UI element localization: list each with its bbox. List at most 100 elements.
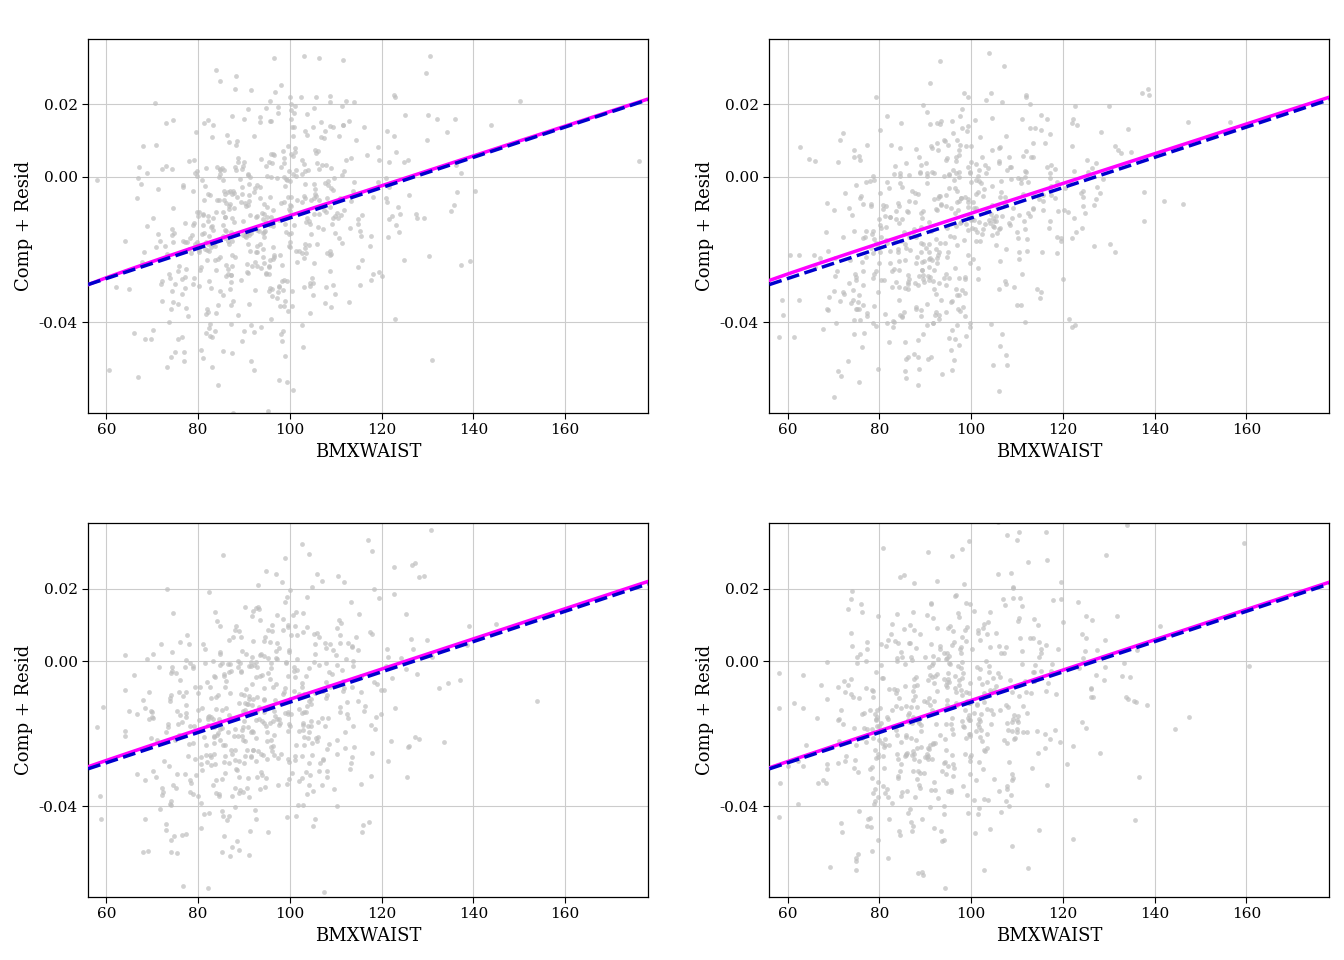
Point xyxy=(160,693,181,708)
Point xyxy=(935,678,957,693)
Point xyxy=(239,749,261,764)
Point xyxy=(320,160,341,176)
Point xyxy=(172,178,194,193)
Point xyxy=(855,224,876,239)
Point xyxy=(460,253,481,269)
Point xyxy=(317,190,339,205)
Point xyxy=(187,239,208,254)
Point xyxy=(1007,708,1028,724)
Point xyxy=(368,589,390,605)
Point xyxy=(957,159,978,175)
Point xyxy=(952,654,973,669)
Point xyxy=(208,711,230,727)
Point xyxy=(281,225,302,240)
Point xyxy=(980,716,1001,732)
Point xyxy=(977,160,999,176)
Point xyxy=(239,228,261,243)
Point xyxy=(218,712,239,728)
Point xyxy=(771,292,793,307)
Point xyxy=(1052,614,1074,630)
Point xyxy=(285,169,306,184)
Point xyxy=(292,536,313,551)
Point xyxy=(938,783,960,799)
Point xyxy=(1075,720,1097,735)
Point xyxy=(832,716,853,732)
Point xyxy=(903,671,925,686)
Point xyxy=(985,214,1007,229)
Point xyxy=(417,132,438,148)
Point xyxy=(890,308,911,324)
Point xyxy=(126,190,148,205)
Point xyxy=(313,197,335,212)
Point xyxy=(1024,120,1046,135)
Point xyxy=(1126,642,1148,658)
Point xyxy=(845,853,867,869)
X-axis label: BMXWAIST: BMXWAIST xyxy=(314,927,421,945)
Point xyxy=(276,589,297,605)
Point xyxy=(198,213,219,228)
Point xyxy=(999,799,1020,814)
Point xyxy=(852,276,874,292)
Point xyxy=(1003,580,1024,595)
Point xyxy=(945,154,966,169)
Point xyxy=(935,304,957,320)
Point xyxy=(876,790,898,805)
Point xyxy=(965,186,986,202)
Point xyxy=(917,694,938,709)
Point xyxy=(281,111,302,127)
Point xyxy=(267,717,289,732)
Point xyxy=(198,321,219,336)
Point xyxy=(914,693,935,708)
Point xyxy=(265,566,286,582)
Point xyxy=(257,733,278,749)
Point xyxy=(262,738,284,754)
Point xyxy=(308,161,329,177)
Point xyxy=(978,605,1000,620)
Point xyxy=(191,762,212,778)
Point xyxy=(1075,643,1097,659)
Point xyxy=(280,89,301,105)
Point xyxy=(319,94,340,109)
Point xyxy=(1044,722,1066,737)
Point xyxy=(156,158,177,174)
Point xyxy=(286,253,308,269)
Point xyxy=(957,710,978,726)
Point xyxy=(884,921,906,936)
Point xyxy=(164,226,185,241)
Point xyxy=(155,817,176,832)
Point xyxy=(918,741,939,756)
Point xyxy=(176,627,198,642)
Point xyxy=(406,666,427,682)
Point xyxy=(91,699,113,714)
Point xyxy=(1124,693,1145,708)
Point xyxy=(243,184,265,200)
Point xyxy=(1046,686,1067,702)
Point xyxy=(876,930,898,946)
Point xyxy=(172,828,194,843)
Point xyxy=(271,686,293,702)
Point xyxy=(270,248,292,263)
Point xyxy=(903,347,925,362)
Point xyxy=(202,329,223,345)
Point xyxy=(183,786,204,802)
Point xyxy=(128,158,149,174)
Point xyxy=(934,732,956,747)
Point xyxy=(926,241,948,256)
Point xyxy=(242,697,263,712)
Point xyxy=(265,650,286,665)
Point xyxy=(1015,221,1036,236)
Point xyxy=(948,301,969,317)
Point xyxy=(152,161,173,177)
Point xyxy=(978,215,1000,230)
Point xyxy=(200,280,222,296)
Point xyxy=(208,618,230,634)
Point xyxy=(449,672,470,687)
Point xyxy=(285,737,306,753)
Point xyxy=(887,650,909,665)
Point xyxy=(224,780,246,795)
Point xyxy=(239,824,261,839)
Point xyxy=(335,724,356,739)
Point xyxy=(285,144,306,159)
Point xyxy=(798,152,820,167)
Point xyxy=(294,191,316,206)
